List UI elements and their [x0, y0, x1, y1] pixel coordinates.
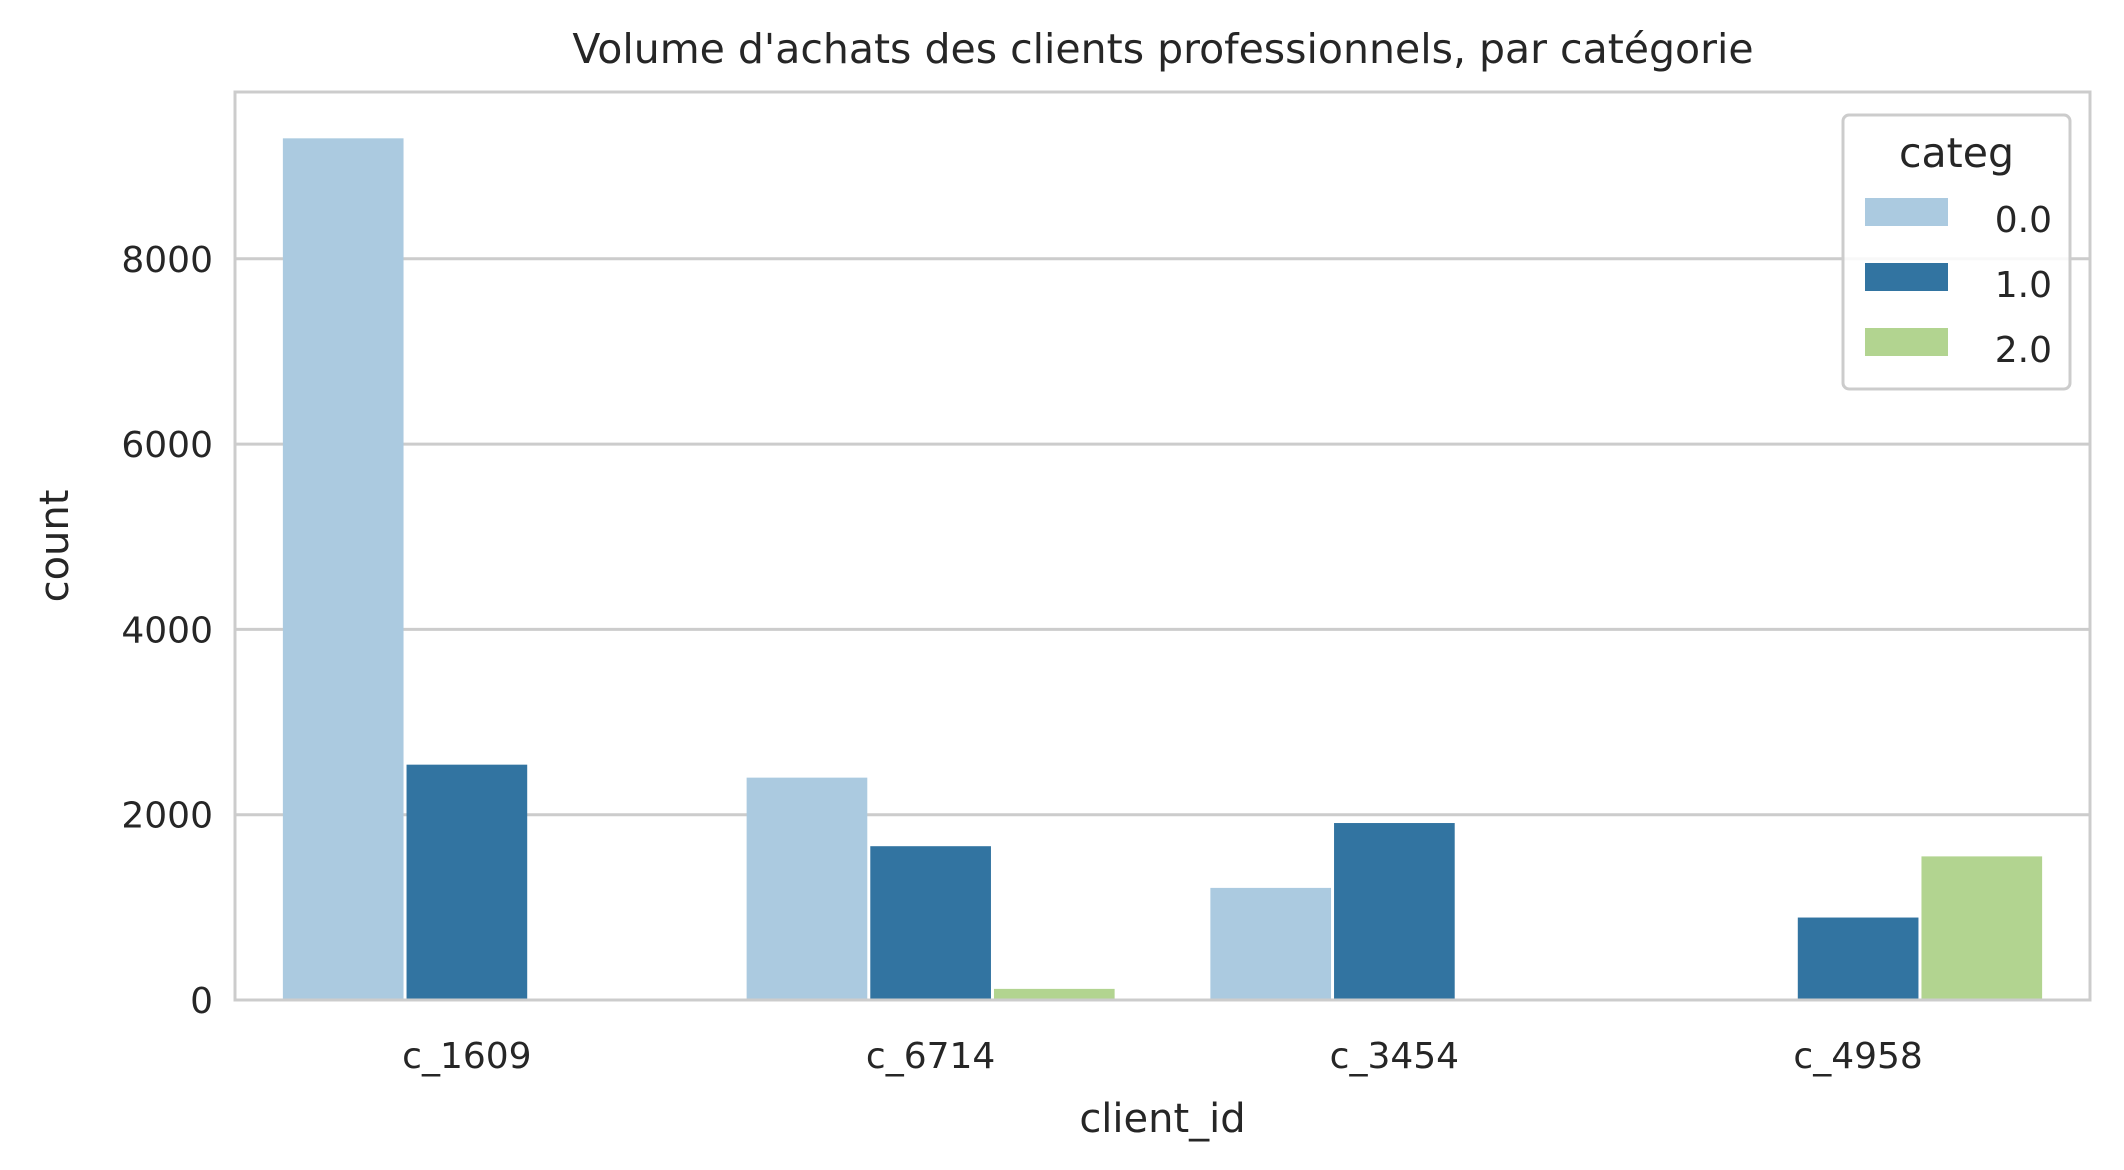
bar-c_4958-categ-2-0 [1921, 856, 2043, 1000]
legend-items: 0.0 1.0 2.0 [1865, 198, 2052, 371]
gridlines [235, 257, 2090, 817]
legend: categ 0.0 1.0 2.0 [1841, 113, 2072, 391]
bar-c_6714-categ-2-0 [993, 988, 1115, 1000]
legend-swatch-0-0 [1865, 198, 1948, 226]
chart-title: Volume d'achats des clients professionne… [572, 25, 1753, 73]
y-tick-label: 2000 [121, 796, 213, 837]
x-axis-title: client_id [1079, 1096, 1245, 1142]
legend-label: 2.0 [1995, 330, 2052, 371]
x-tick-label: c_1609 [402, 1036, 531, 1077]
bar-c_3454-categ-0-0 [1210, 887, 1332, 1000]
bar-c_6714-categ-1-0 [870, 846, 991, 1000]
y-tick-label: 4000 [121, 610, 213, 651]
legend-title: categ [1899, 129, 2014, 177]
legend-swatch-1-0 [1865, 263, 1948, 291]
bar-c_6714-categ-0-0 [746, 777, 868, 1000]
bar-c_1609-categ-0-0 [282, 138, 404, 1000]
y-tick-label: 0 [190, 981, 213, 1022]
legend-label: 0.0 [1995, 200, 2052, 241]
y-axis-title: count [32, 490, 78, 603]
y-tick-label: 6000 [121, 425, 213, 466]
legend-box [1841, 113, 2072, 391]
x-tick-label: c_6714 [866, 1036, 995, 1077]
legend-swatch-2-0 [1865, 328, 1948, 356]
x-tick-label: c_4958 [1793, 1036, 1922, 1077]
plot-frame [233, 90, 2092, 1002]
x-axis-ticks: c_1609 c_6714 c_3454 c_4958 [402, 1036, 1923, 1077]
bar-c_3454-categ-1-0 [1334, 823, 1455, 1000]
legend-label: 1.0 [1995, 265, 2052, 306]
bar-c_4958-categ-1-0 [1797, 917, 1919, 1000]
bars [282, 138, 2043, 1000]
y-axis-ticks: 0 2000 4000 6000 8000 [121, 240, 213, 1022]
y-tick-label: 8000 [121, 240, 213, 281]
x-tick-label: c_3454 [1330, 1036, 1459, 1077]
bar-c_1609-categ-1-0 [406, 764, 528, 1000]
